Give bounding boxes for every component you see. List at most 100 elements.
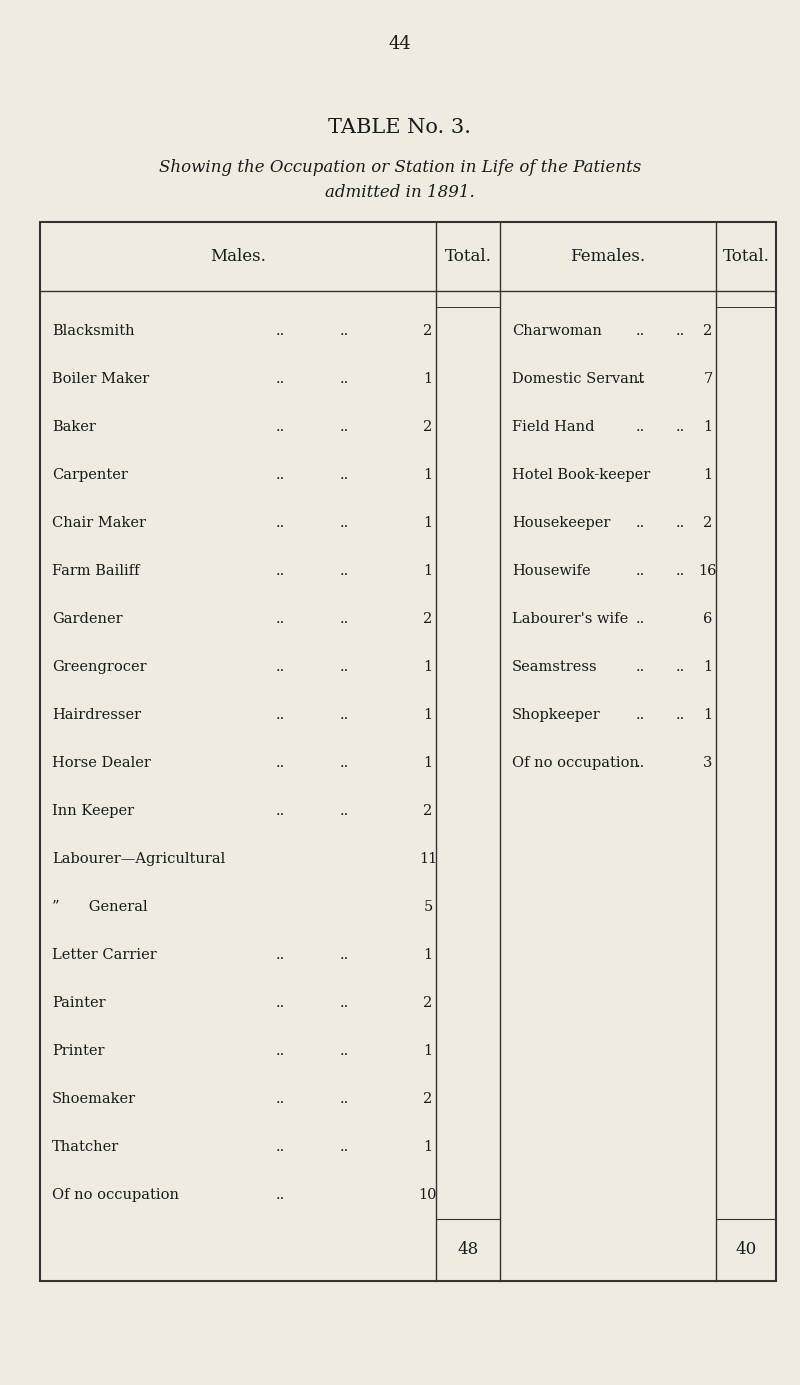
Text: Farm Bailiff: Farm Bailiff [52, 564, 139, 579]
Text: 1: 1 [423, 468, 433, 482]
Text: ..: .. [339, 996, 349, 1010]
Text: ..: .. [635, 661, 645, 674]
Text: ..: .. [275, 1091, 285, 1105]
Text: 6: 6 [703, 612, 713, 626]
Text: Of no occupation: Of no occupation [512, 756, 639, 770]
Text: Showing the Occupation or Station in Life of the Patients
admitted in 1891.: Showing the Occupation or Station in Lif… [159, 159, 641, 201]
Text: TABLE No. 3.: TABLE No. 3. [329, 118, 471, 137]
Text: 10: 10 [418, 1188, 438, 1202]
Text: ..: .. [275, 324, 285, 338]
Text: ..: .. [275, 517, 285, 530]
Text: ..: .. [675, 708, 685, 722]
Text: 1: 1 [423, 708, 433, 722]
Text: 1: 1 [703, 708, 713, 722]
Text: ..: .. [275, 708, 285, 722]
Text: Blacksmith: Blacksmith [52, 324, 134, 338]
Text: ..: .. [635, 612, 645, 626]
Text: Shoemaker: Shoemaker [52, 1091, 136, 1105]
Text: 44: 44 [389, 35, 411, 53]
Text: 1: 1 [423, 756, 433, 770]
Text: ..: .. [339, 661, 349, 674]
Text: 1: 1 [423, 373, 433, 386]
Text: ..: .. [275, 1188, 285, 1202]
Text: ..: .. [339, 612, 349, 626]
Text: 1: 1 [423, 661, 433, 674]
Text: Painter: Painter [52, 996, 106, 1010]
Text: 2: 2 [423, 324, 433, 338]
Text: ..: .. [675, 517, 685, 530]
Text: 1: 1 [423, 564, 433, 579]
Text: Gardener: Gardener [52, 612, 122, 626]
Text: ..: .. [339, 708, 349, 722]
Text: ..: .. [635, 373, 645, 386]
Text: ..: .. [339, 421, 349, 435]
Text: 1: 1 [423, 1044, 433, 1058]
Text: 1: 1 [423, 947, 433, 963]
Text: Hotel Book-keeper: Hotel Book-keeper [512, 468, 650, 482]
Text: Boiler Maker: Boiler Maker [52, 373, 150, 386]
Text: Chair Maker: Chair Maker [52, 517, 146, 530]
Text: ..: .. [339, 947, 349, 963]
Text: Greengrocer: Greengrocer [52, 661, 146, 674]
Text: ..: .. [339, 1091, 349, 1105]
Text: 1: 1 [703, 661, 713, 674]
Text: ..: .. [635, 517, 645, 530]
Text: Total.: Total. [722, 248, 770, 265]
Text: 2: 2 [423, 612, 433, 626]
Text: Printer: Printer [52, 1044, 105, 1058]
Text: Charwoman: Charwoman [512, 324, 602, 338]
Text: Total.: Total. [445, 248, 491, 265]
Text: Horse Dealer: Horse Dealer [52, 756, 151, 770]
Text: Labourer's wife: Labourer's wife [512, 612, 628, 626]
Text: ..: .. [675, 421, 685, 435]
Text: Inn Keeper: Inn Keeper [52, 805, 134, 819]
Text: ..: .. [275, 947, 285, 963]
Text: 3: 3 [703, 756, 713, 770]
Text: 2: 2 [703, 517, 713, 530]
Text: ..: .. [275, 421, 285, 435]
Text: Field Hand: Field Hand [512, 421, 594, 435]
Text: Housewife: Housewife [512, 564, 590, 579]
Text: ..: .. [275, 612, 285, 626]
Text: ..: .. [339, 468, 349, 482]
Text: Housekeeper: Housekeeper [512, 517, 610, 530]
Text: ..: .. [275, 661, 285, 674]
Text: ..: .. [275, 564, 285, 579]
Text: ..: .. [275, 996, 285, 1010]
Text: ..: .. [675, 324, 685, 338]
Text: 2: 2 [423, 996, 433, 1010]
Text: ..: .. [339, 1140, 349, 1154]
Text: ..: .. [675, 661, 685, 674]
Text: 40: 40 [735, 1241, 757, 1259]
Text: ..: .. [275, 468, 285, 482]
Text: .: . [638, 468, 642, 482]
Text: ..: .. [275, 1140, 285, 1154]
Text: 1: 1 [423, 1140, 433, 1154]
Text: Of no occupation: Of no occupation [52, 1188, 179, 1202]
Text: Labourer—Agricultural: Labourer—Agricultural [52, 852, 226, 866]
Text: 7: 7 [703, 373, 713, 386]
Text: ..: .. [675, 564, 685, 579]
Text: ..: .. [635, 324, 645, 338]
Text: ..: .. [339, 373, 349, 386]
Text: ”  General: ” General [52, 900, 148, 914]
Text: Baker: Baker [52, 421, 96, 435]
Text: 11: 11 [419, 852, 437, 866]
Text: Thatcher: Thatcher [52, 1140, 119, 1154]
Text: 48: 48 [458, 1241, 478, 1259]
Text: ..: .. [635, 564, 645, 579]
Text: ..: .. [635, 708, 645, 722]
Text: Letter Carrier: Letter Carrier [52, 947, 157, 963]
Text: ..: .. [339, 517, 349, 530]
Text: ..: .. [275, 756, 285, 770]
Text: 1: 1 [423, 517, 433, 530]
Text: Females.: Females. [570, 248, 646, 265]
Text: 2: 2 [423, 421, 433, 435]
Text: ..: .. [339, 1044, 349, 1058]
Text: 1: 1 [703, 468, 713, 482]
Text: Hairdresser: Hairdresser [52, 708, 141, 722]
Text: ..: .. [339, 756, 349, 770]
Text: Shopkeeper: Shopkeeper [512, 708, 601, 722]
Text: 16: 16 [698, 564, 718, 579]
Text: ..: .. [635, 421, 645, 435]
